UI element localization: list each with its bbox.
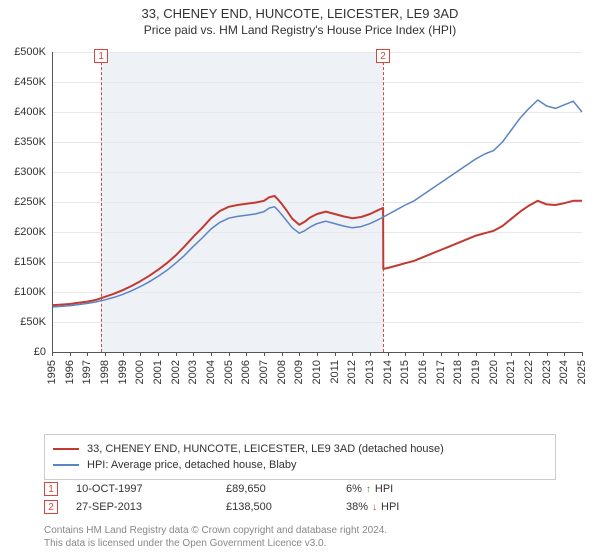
chart-container: 33, CHENEY END, HUNCOTE, LEICESTER, LE9 … [0, 0, 600, 560]
sale-row: 2 27-SEP-2013£138,50038%↓HPI [44, 498, 556, 516]
x-tick-label: 2022 [523, 360, 535, 384]
legend-label: HPI: Average price, detached house, Blab… [87, 459, 297, 471]
sale-row-marker: 2 [44, 500, 58, 514]
sale-delta: 38%↓HPI [346, 501, 466, 513]
x-tick-label: 2021 [505, 360, 517, 384]
x-tick-label: 1998 [99, 360, 111, 384]
x-tick-label: 2004 [205, 360, 217, 384]
y-tick-label: £300K [0, 166, 46, 178]
y-tick-label: £200K [0, 226, 46, 238]
footer-line-1: Contains HM Land Registry data © Crown c… [44, 524, 556, 537]
y-tick-label: £350K [0, 136, 46, 148]
series-lines [52, 52, 582, 352]
x-tick-label: 2014 [382, 360, 394, 384]
x-tick-label: 1997 [81, 360, 93, 384]
x-tick-label: 1996 [64, 360, 76, 384]
x-tick-label: 1999 [117, 360, 129, 384]
x-tick-label: 2025 [576, 360, 588, 384]
x-tick-label: 2003 [187, 360, 199, 384]
x-tick-label: 1995 [46, 360, 58, 384]
sale-price: £138,500 [226, 501, 346, 513]
y-tick-label: £150K [0, 256, 46, 268]
arrow-up-icon: ↑ [366, 484, 371, 495]
x-tick-label: 2013 [364, 360, 376, 384]
y-tick-label: £0 [0, 346, 46, 358]
legend-label: 33, CHENEY END, HUNCOTE, LEICESTER, LE9 … [87, 443, 444, 455]
attribution-footer: Contains HM Land Registry data © Crown c… [44, 524, 556, 550]
legend-item: 33, CHENEY END, HUNCOTE, LEICESTER, LE9 … [53, 441, 547, 457]
x-tick-label: 2012 [346, 360, 358, 384]
x-tick-label: 2024 [558, 360, 570, 384]
arrow-down-icon: ↓ [372, 502, 377, 513]
y-tick-label: £50K [0, 316, 46, 328]
sale-row: 1 10-OCT-1997£89,6506%↑HPI [44, 480, 556, 498]
sales-table: 1 10-OCT-1997£89,6506%↑HPI 2 27-SEP-2013£13… [44, 480, 556, 516]
legend: 33, CHENEY END, HUNCOTE, LEICESTER, LE9 … [44, 434, 556, 480]
footer-line-2: This data is licensed under the Open Gov… [44, 537, 556, 550]
x-tick-label: 2010 [311, 360, 323, 384]
x-tick-label: 2006 [240, 360, 252, 384]
x-tick-label: 2015 [399, 360, 411, 384]
y-tick-label: £500K [0, 46, 46, 58]
chart-title: 33, CHENEY END, HUNCOTE, LEICESTER, LE9 … [0, 6, 600, 21]
y-axis-line [52, 52, 53, 352]
x-tick-label: 2001 [152, 360, 164, 384]
legend-swatch [53, 448, 79, 450]
x-tick-label: 2008 [276, 360, 288, 384]
titles-block: 33, CHENEY END, HUNCOTE, LEICESTER, LE9 … [0, 0, 600, 37]
sale-marker: 2 [376, 49, 390, 63]
series-property [52, 196, 582, 305]
y-tick-label: £450K [0, 76, 46, 88]
sale-date: 27-SEP-2013 [76, 501, 226, 513]
x-tick-label: 2009 [293, 360, 305, 384]
x-tick-label: 2011 [329, 360, 341, 384]
x-tick-label: 2005 [223, 360, 235, 384]
x-tick-label: 2007 [258, 360, 270, 384]
x-tick-label: 2002 [170, 360, 182, 384]
y-tick-label: £400K [0, 106, 46, 118]
legend-item: HPI: Average price, detached house, Blab… [53, 457, 547, 473]
sale-marker: 1 [94, 49, 108, 63]
legend-swatch [53, 464, 79, 466]
x-tick-label: 2018 [452, 360, 464, 384]
sale-row-marker: 1 [44, 482, 58, 496]
x-tick-label: 2020 [488, 360, 500, 384]
sale-delta: 6%↑HPI [346, 483, 466, 495]
series-hpi [52, 100, 582, 307]
chart-subtitle: Price paid vs. HM Land Registry's House … [0, 23, 600, 37]
chart-area: £0 £50K £100K £150K £200K £250K £300K £350K £400… [0, 44, 600, 392]
x-tick-label: 2017 [435, 360, 447, 384]
sale-date: 10-OCT-1997 [76, 483, 226, 495]
x-tick-label: 2000 [134, 360, 146, 384]
sale-price: £89,650 [226, 483, 346, 495]
x-tick-label: 2019 [470, 360, 482, 384]
x-tick-label: 2023 [541, 360, 553, 384]
y-tick-label: £250K [0, 196, 46, 208]
plot-area: 12 [52, 52, 582, 352]
y-tick-label: £100K [0, 286, 46, 298]
x-tick-label: 2016 [417, 360, 429, 384]
